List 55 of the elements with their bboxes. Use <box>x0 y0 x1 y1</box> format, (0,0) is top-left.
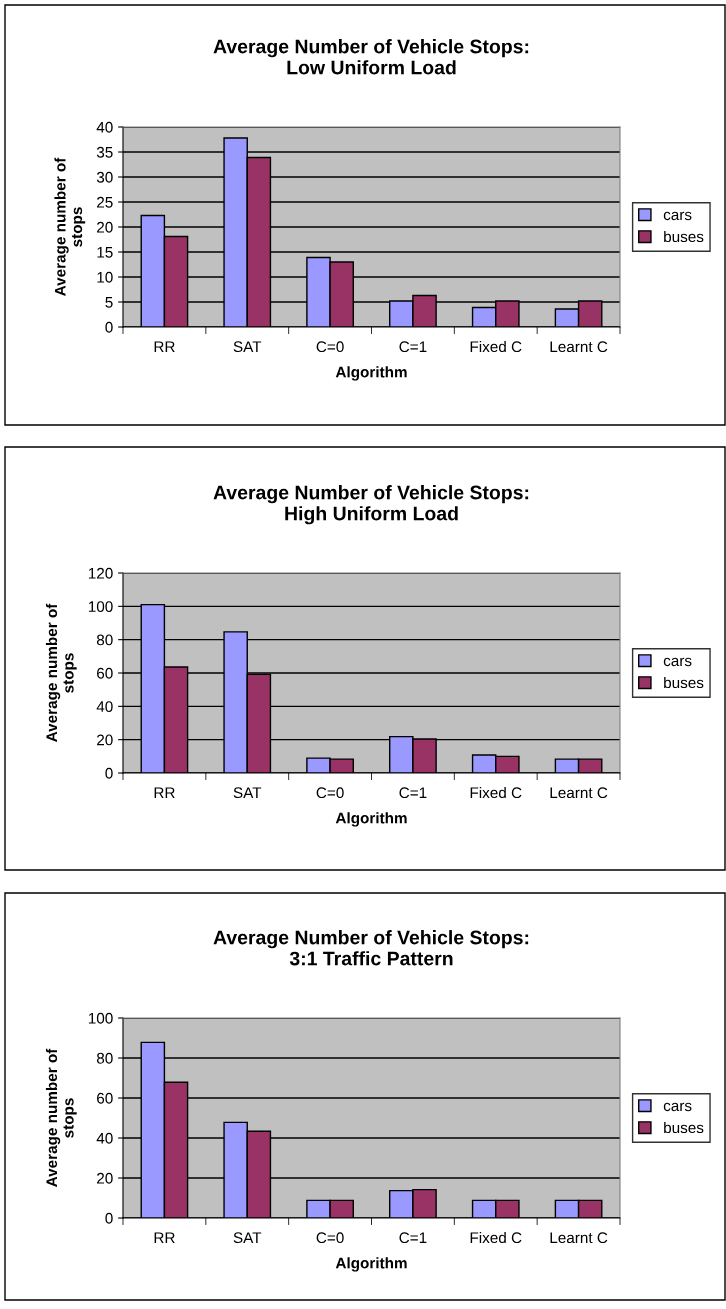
x-tick-label: C=0 <box>316 787 344 799</box>
y-tick-label: 35 <box>96 146 113 158</box>
chart-title: Average Number of Vehicle Stops: Low Uniform Load <box>213 39 529 75</box>
x-tick-label: SAT <box>233 341 262 353</box>
y-tick-label: 40 <box>96 1132 113 1144</box>
x-tick-label: Learnt C <box>550 1232 608 1244</box>
y-tick-label: 20 <box>97 734 113 746</box>
x-tick-label: C=1 <box>399 787 427 799</box>
y-tick-label: 40 <box>96 121 113 133</box>
legend-label: cars <box>663 657 692 667</box>
x-tick-label: Fixed C <box>470 786 522 799</box>
legend-label: buses <box>664 676 704 689</box>
chart-title: Average Number of Vehicle Stops: 3:1 Traffic Pattern <box>213 930 529 966</box>
y-tick-label: 25 <box>97 196 113 208</box>
y-tick-label: 80 <box>96 634 113 646</box>
x-axis-title: Algorithm <box>335 812 407 827</box>
y-tick-label: 60 <box>97 667 113 679</box>
y-tick-label: 30 <box>96 171 113 183</box>
legend-label: buses <box>664 230 704 243</box>
y-tick-label: 120 <box>88 567 113 579</box>
y-tick-label: 40 <box>96 701 113 713</box>
x-tick-label: C=0 <box>316 341 344 353</box>
x-axis-title: Algorithm <box>335 366 407 381</box>
x-tick-label: Learnt C <box>550 787 608 799</box>
x-tick-label: Fixed C <box>470 1231 522 1244</box>
y-axis-title: Average number of stops <box>45 1048 77 1187</box>
y-tick-label: 0 <box>105 1212 113 1224</box>
y-tick-label: 100 <box>88 1012 113 1024</box>
y-axis-title: Average number of stops <box>45 603 77 742</box>
legend-label: cars <box>663 211 692 221</box>
y-tick-label: 5 <box>105 297 113 308</box>
y-tick-label: 20 <box>97 1172 113 1184</box>
x-tick-label: RR <box>154 787 175 798</box>
x-tick-label: C=1 <box>399 341 427 353</box>
y-tick-label: 100 <box>88 601 113 613</box>
x-tick-label: C=0 <box>316 1232 344 1244</box>
y-tick-label: 20 <box>97 221 113 233</box>
x-tick-label: C=1 <box>399 1232 427 1244</box>
x-tick-label: RR <box>154 341 175 352</box>
chart-title: Average Number of Vehicle Stops: High Uniform Load <box>213 485 529 525</box>
x-tick-label: Fixed C <box>470 340 522 353</box>
x-axis-title: Algorithm <box>335 1257 407 1272</box>
y-tick-label: 0 <box>105 767 113 779</box>
legend-label: buses <box>664 1121 704 1134</box>
y-tick-label: 60 <box>97 1092 113 1104</box>
x-tick-label: SAT <box>233 1232 262 1244</box>
y-axis-title: Average number of stops <box>54 157 86 296</box>
legend-label: cars <box>663 1102 692 1112</box>
y-tick-label: 0 <box>105 321 113 333</box>
y-tick-label: 80 <box>96 1052 113 1064</box>
x-tick-label: SAT <box>233 787 262 799</box>
x-tick-label: Learnt C <box>550 341 608 353</box>
x-tick-label: RR <box>154 1232 175 1243</box>
y-tick-label: 10 <box>97 271 113 283</box>
y-tick-label: 15 <box>97 247 113 258</box>
